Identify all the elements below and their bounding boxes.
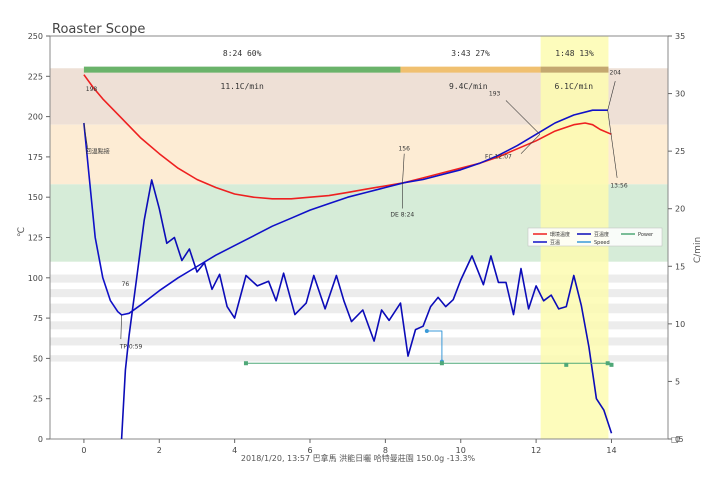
phase-label-2: 1:48 13% [555, 49, 594, 58]
annotation-0: 198 [86, 86, 98, 93]
y-right-tick-label-4: 20 [675, 205, 685, 214]
legend: 環境溫度 豆溫度 Power 豆溫 Speed [527, 227, 663, 247]
legend-label-1: 豆溫 [550, 239, 560, 246]
grey-stripe-1 [50, 289, 668, 298]
annotation-9: 13:56 [610, 183, 627, 190]
x-tick-label-6: 12 [531, 446, 541, 455]
annotation-pointer-2 [402, 153, 405, 186]
chart-title: Roaster Scope [52, 22, 145, 37]
grey-stripe-3 [50, 321, 668, 330]
y-left-tick-label-9: 225 [28, 72, 43, 81]
y-left-tick-label-6: 150 [28, 193, 43, 202]
x-tick-label-1: 2 [157, 446, 162, 455]
annotation-pointer-7 [607, 110, 618, 178]
y-left-tick-label-0: 0 [38, 435, 43, 444]
x-tick-label-7: 14 [606, 446, 616, 455]
legend-label-2: 豆溫度 [594, 231, 609, 238]
phase-rate-1: 9.4C/min [449, 82, 488, 91]
phase-bar-1 [400, 66, 541, 73]
legend-box [527, 227, 663, 247]
legend-label-4: Power [638, 232, 654, 238]
annotations: 198 回温點接 76 TP 0:59 156 DE 8:24 193 FC 12:07 204… [83, 70, 628, 351]
series-marker-4-3 [605, 361, 610, 366]
x-tick-label-2: 4 [232, 446, 237, 455]
phase-bars: 8:24 60% 3:43 27% 1:48 13% 11.1C/min 9.4C/mi… [83, 49, 609, 91]
y-right-tick-label-0: 0 [675, 435, 680, 444]
y-right-tick-label-2: 10 [675, 320, 685, 329]
annotation-8: 204 [610, 70, 622, 77]
series-marker-4-1 [439, 361, 444, 366]
series-line-3 [426, 330, 443, 362]
y-right-tick-label-6: 30 [675, 90, 685, 99]
annotation-pointer-6 [607, 81, 616, 111]
phase-rate-0: 11.1C/min [221, 82, 265, 91]
y-left-tick-label-3: 75 [33, 314, 43, 323]
series-line-1 [83, 109, 608, 316]
grey-stripe-0 [50, 274, 668, 283]
series-marker-4-4 [609, 362, 614, 367]
series-line-2 [120, 179, 613, 440]
y-right-tick-label-7: 35 [675, 32, 685, 41]
y-right-tick-label-5: 25 [675, 147, 685, 156]
y-axis-left-label: ℃ [17, 227, 27, 237]
y-left-tick-label-7: 175 [28, 153, 43, 162]
x-tick-label-5: 10 [456, 446, 466, 455]
y-right-tick-label-3: 15 [675, 262, 685, 271]
legend-label-3: Speed [594, 240, 610, 246]
series-marker-4-2 [564, 362, 569, 367]
grey-stripe-4 [50, 337, 668, 346]
phase-bar-2 [540, 66, 609, 73]
annotation-3: TP 0:59 [119, 344, 143, 351]
series [83, 74, 614, 440]
annotation-pointer-4 [505, 100, 541, 135]
y-right-tick-label-1: 5 [675, 377, 680, 386]
y-left-tick-label-5: 125 [28, 234, 43, 243]
corner-mark: □5 [671, 435, 684, 444]
x-tick-label-3: 6 [307, 446, 312, 455]
grey-stripe-5 [50, 355, 668, 362]
annotation-7: FC 12:07 [485, 154, 512, 161]
y-axis-right-label: C/min [693, 237, 703, 263]
y-left-tick-label-10: 250 [28, 32, 43, 41]
series-marker-4-0 [243, 361, 248, 366]
annotation-2: 76 [122, 281, 130, 288]
phase-label-1: 3:43 27% [451, 49, 490, 58]
x-tick-label-4: 8 [383, 446, 388, 455]
annotation-1: 回温點接 [86, 148, 110, 156]
x-tick-label-0: 0 [81, 446, 86, 455]
phase-bar-0 [83, 66, 401, 73]
annotation-pointer-1 [120, 314, 122, 340]
chart-footer: 2018/1/20, 13:57 巴拿馬 洪能日曬 哈特曼莊園 150.0g -… [241, 453, 476, 463]
annotation-pointer-0 [83, 123, 88, 149]
series-line-0 [83, 74, 612, 200]
y-left-tick-label-1: 25 [33, 395, 43, 404]
y-left-tick-label-8: 200 [28, 113, 43, 122]
axes: 0 2 4 6 8 10 12 14 0 25 50 75 100 125 150 175 200 225 250 0… [28, 32, 685, 455]
annotation-5: DE 8:24 [390, 212, 414, 219]
annotation-6: 193 [489, 91, 501, 98]
phase-label-0: 8:24 60% [223, 49, 262, 58]
legend-label-0: 環境溫度 [550, 231, 570, 238]
y-left-tick-label-4: 100 [28, 274, 43, 283]
series-marker-3-0 [424, 328, 429, 333]
annotation-4: 156 [398, 145, 410, 152]
phase-rate-2: 6.1C/min [555, 82, 594, 91]
grey-stripe-2 [50, 303, 668, 314]
annotation-pointer-5 [520, 134, 541, 154]
y-left-tick-label-2: 50 [33, 354, 43, 363]
